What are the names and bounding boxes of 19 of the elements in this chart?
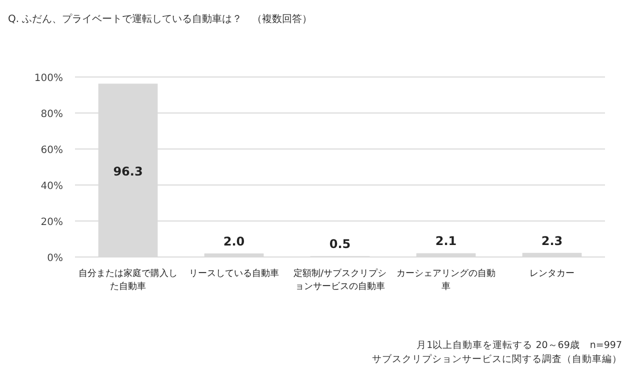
y-tick-label: 0% xyxy=(47,253,63,264)
x-tick-label: 自分または家庭で購入した自動車 xyxy=(78,268,178,292)
data-label: 2.1 xyxy=(435,234,457,248)
y-tick-label: 100% xyxy=(34,73,63,84)
data-label: 2.3 xyxy=(541,234,563,248)
x-tick-label: レンタカー xyxy=(530,269,574,279)
x-tick-label: カーシェアリングの自動車 xyxy=(396,268,496,292)
chart-title: Q. ふだん、プライベートで運転している自動車は？ （複数回答） xyxy=(8,13,312,25)
y-tick-label: 80% xyxy=(40,109,63,120)
x-tick-label: 定額制/サブスクリプションサービスの自動車 xyxy=(293,268,387,292)
data-label: 0.5 xyxy=(329,237,351,252)
data-label: 96.3 xyxy=(113,164,143,178)
y-tick-label: 40% xyxy=(40,181,63,192)
text: サブスクリプションサービスに関する調査（自動車編） xyxy=(372,353,622,365)
x-tick-label: リースしている自動車 xyxy=(189,268,279,279)
y-tick-label: 60% xyxy=(40,145,63,156)
data-label: 2.0 xyxy=(223,234,245,248)
y-tick-label: 20% xyxy=(40,217,63,228)
text: 月1以上自動車を運転する 20～69歳 n=997 xyxy=(416,339,622,351)
